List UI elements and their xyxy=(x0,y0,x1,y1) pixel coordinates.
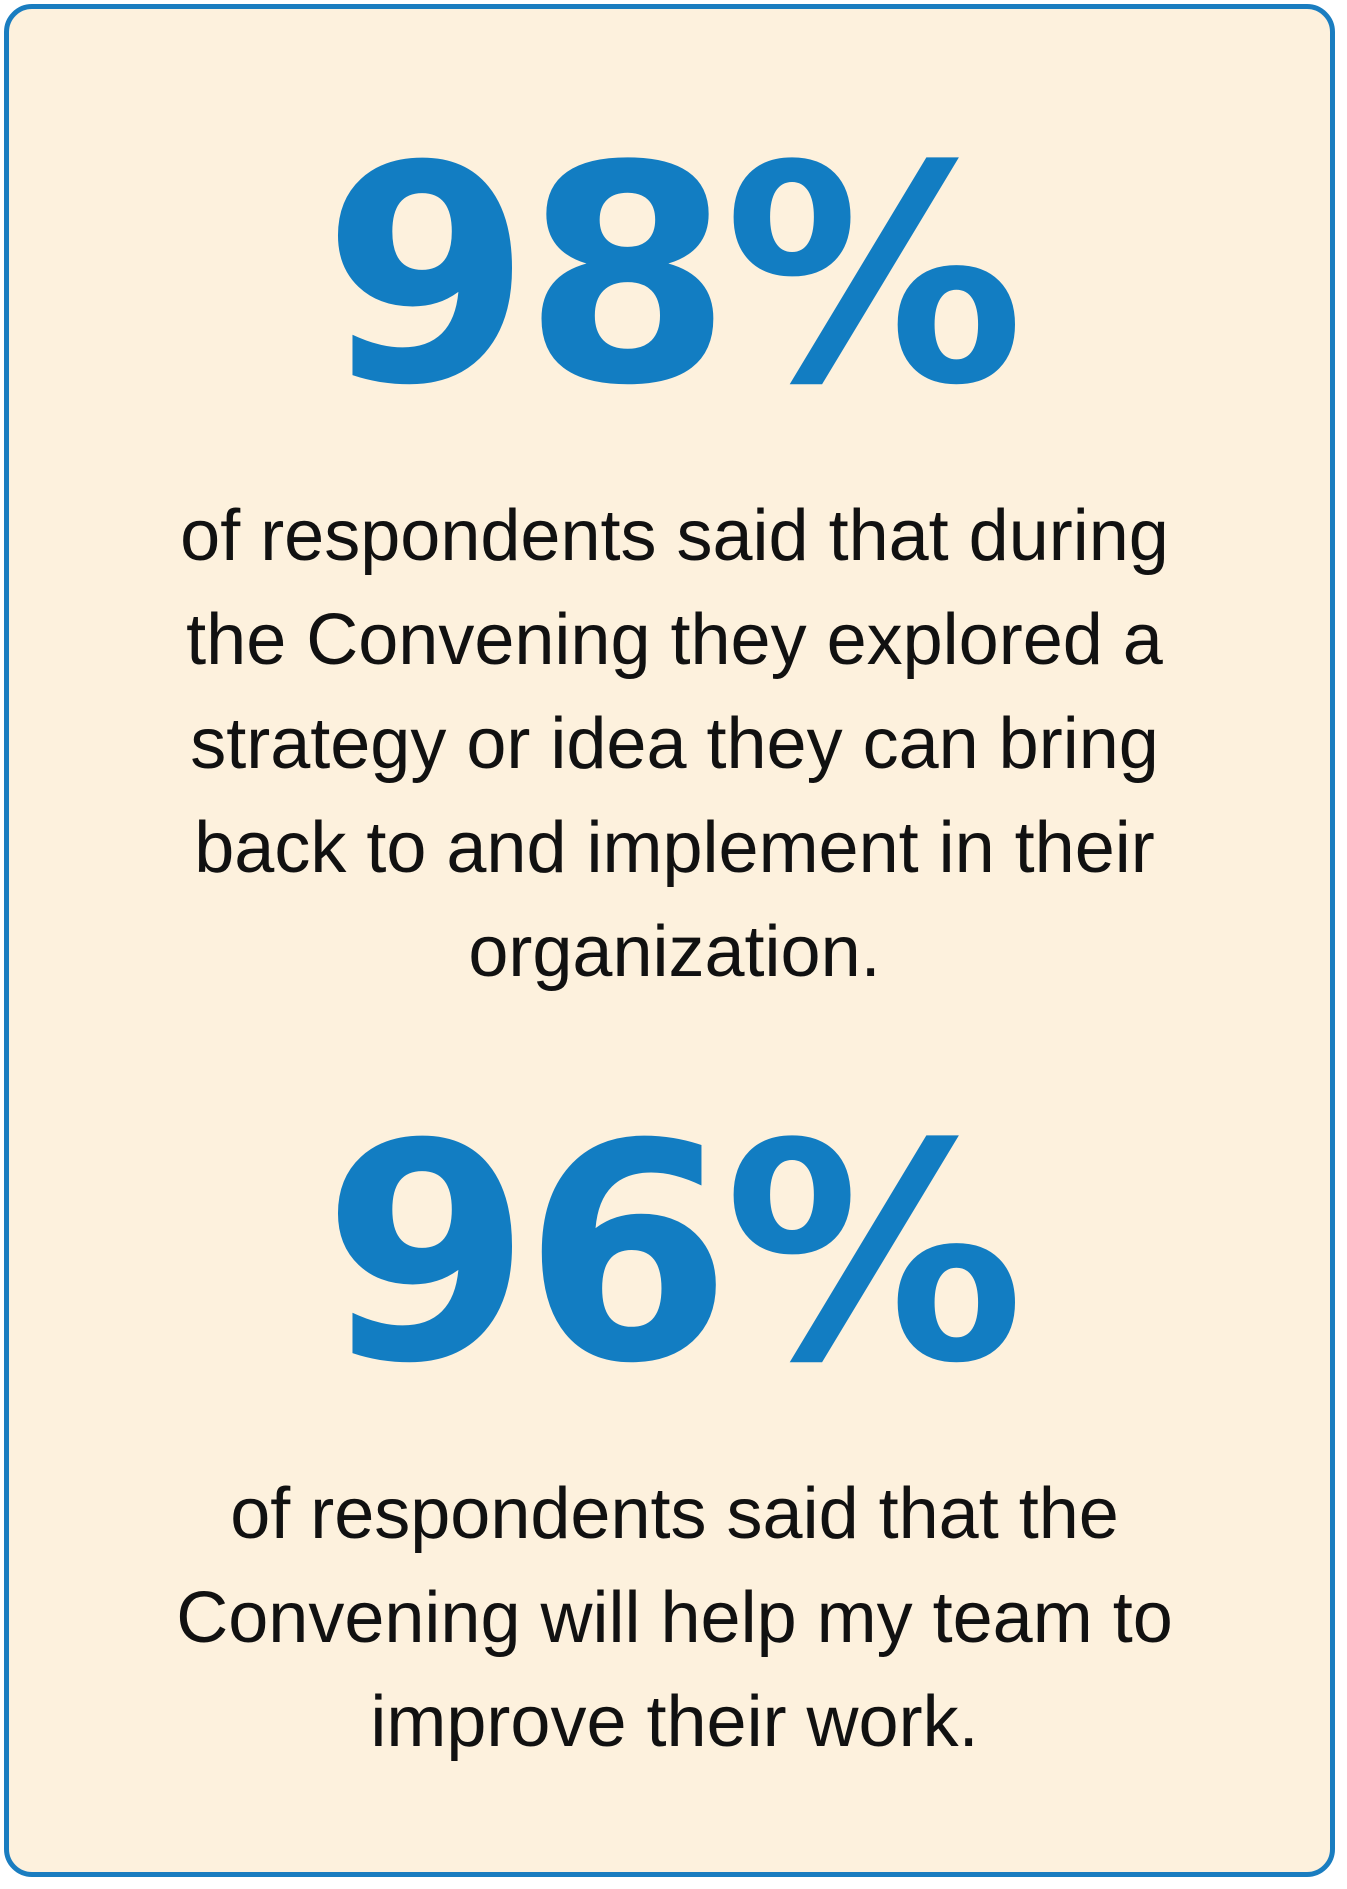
stat-description-98: of respondents said that during the Conv… xyxy=(180,496,1169,992)
stats-card: 98% of respondents said that during the … xyxy=(4,4,1335,1877)
stat-description-96: of respondents said that the Convening w… xyxy=(176,1474,1173,1762)
stat-value-96: 96% xyxy=(322,1080,1024,1429)
stat-value-98: 98% xyxy=(322,102,1024,451)
